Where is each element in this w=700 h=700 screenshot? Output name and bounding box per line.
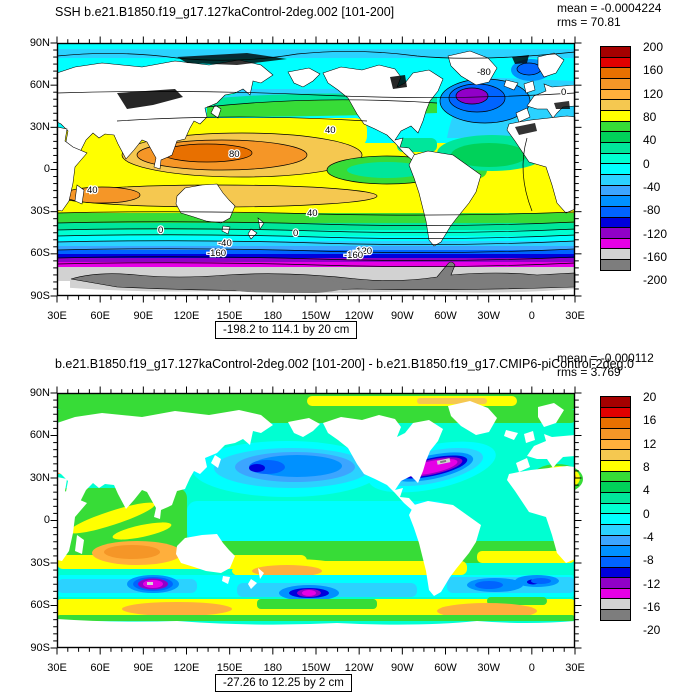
contour-line-label: 0 <box>158 225 163 236</box>
stipple-hatch-areas <box>117 53 570 135</box>
lon-tick-label: 30E <box>47 310 67 322</box>
lon-tick-label: 120W <box>344 310 374 322</box>
lon-tick-label: 90W <box>391 310 414 322</box>
contour-line-label: 0 <box>561 87 566 98</box>
lat-tick-label: 90N <box>29 386 50 399</box>
lon-tick-label: 180 <box>263 662 283 674</box>
colorbar-box <box>600 609 631 621</box>
panel1-title: SSH b.e21.B1850.f19_g17.127kaControl-2de… <box>55 5 395 19</box>
colorbar-tick-label: 8 <box>643 460 650 474</box>
lon-tick-label: 180 <box>263 310 283 322</box>
lon-tick-label: 0 <box>528 662 535 674</box>
lon-tick-label: 90E <box>133 310 154 322</box>
colorbar-tick-label: -16 <box>643 600 661 614</box>
colorbar-tick-label: 40 <box>643 133 657 148</box>
panel2-title: b.e21.B1850.f19_g17.127kaControl-2deg.00… <box>55 357 634 371</box>
panel1-stats: mean = -0.0004224 rms = 70.81 <box>557 1 661 29</box>
lon-tick-label: 30W <box>477 662 500 674</box>
contour-line-label: -120 <box>353 246 372 257</box>
colorbar-tick-label: -12 <box>643 576 661 591</box>
colorbar-tick-label: 20 <box>643 390 657 404</box>
antarctica-layer <box>57 261 576 296</box>
lon-tick-label: 90E <box>133 662 154 674</box>
ssh-difference-map <box>50 386 583 655</box>
colorbar-tick-label: -40 <box>643 180 661 194</box>
contour-line-label: 0 <box>293 228 298 239</box>
lat-tick-label: 30S <box>30 205 50 218</box>
contour-line-label: -80 <box>477 67 491 78</box>
lon-tick-label: 30E <box>565 662 585 674</box>
lat-tick-label: 60S <box>30 247 50 260</box>
lat-tick-label: 60S <box>30 599 50 611</box>
lat-tick-label: 30N <box>29 471 50 484</box>
lon-tick-label: 150W <box>301 310 331 322</box>
contour-line-label: 80 <box>229 149 240 160</box>
tickmarks-panel2 <box>50 386 582 655</box>
lon-tick-label: 60W <box>434 662 457 674</box>
colorbar-tick-label: 0 <box>643 506 650 521</box>
panel1-rms: rms = 70.81 <box>557 15 621 29</box>
lon-tick-label: 150W <box>301 662 331 674</box>
lat-tick-label: 30N <box>29 120 50 133</box>
colorbar-tick-label: 0 <box>643 156 650 171</box>
colorbar-tick-label: 120 <box>643 86 664 101</box>
lon-tick-label: 120E <box>173 310 200 322</box>
lon-tick-label: 60E <box>90 310 110 322</box>
lon-tick-label: 120W <box>344 662 374 674</box>
panel2-mean: mean = -0.000112 <box>557 351 654 365</box>
lat-tick-label: 0 <box>43 514 50 526</box>
panel2-rms: rms = 3.769 <box>557 365 621 379</box>
colorbar-tick-label: 80 <box>643 110 657 124</box>
colorbar-tick-label: -160 <box>643 250 668 264</box>
contour-line-label: 40 <box>87 185 98 196</box>
colorbar-tick-label: 4 <box>643 483 650 498</box>
lon-tick-label: 30E <box>565 310 585 322</box>
lat-tick-label: 0 <box>43 163 50 175</box>
colorbar-tick-label: 12 <box>643 436 657 451</box>
contour-line-label: -160 <box>207 248 226 259</box>
lon-tick-label: 30E <box>47 662 67 674</box>
map-frame <box>56 392 576 649</box>
lon-tick-label: 0 <box>528 310 535 322</box>
lat-tick-label: 90S <box>30 289 50 302</box>
antarctica-white <box>57 619 575 648</box>
panel2-colorbar <box>600 396 631 621</box>
tickmarks-panel1 <box>50 36 582 303</box>
colorbar-tick-label: 200 <box>643 40 664 54</box>
lon-tick-label: 30W <box>477 310 500 322</box>
lat-tick-label: 90N <box>29 36 50 49</box>
lat-tick-label: 90S <box>30 641 50 654</box>
colorbar-tick-label: -20 <box>643 623 661 638</box>
lat-tick-label: 60N <box>29 429 50 441</box>
colorbar-tick-label: -120 <box>643 226 668 241</box>
panel2-stats: mean = -0.000112 rms = 3.769 <box>557 351 654 379</box>
lon-tick-label: 90W <box>391 662 414 674</box>
contour-lines <box>56 51 576 267</box>
panel1-colorbar <box>600 46 631 271</box>
lon-tick-label: 60E <box>90 662 110 674</box>
colorbar-tick-label: -80 <box>643 203 661 218</box>
lon-tick-label: 150E <box>216 662 243 674</box>
colorbar-tick-label: -200 <box>643 273 668 288</box>
colorbar-tick-label: -4 <box>643 530 654 544</box>
panel2-range-label: -27.26 to 12.25 by 2 cm <box>215 674 352 692</box>
contour-line-label: 40 <box>325 125 336 136</box>
colorbar-tick-label: -8 <box>643 553 654 568</box>
colorbar-box <box>600 259 631 271</box>
contour-line-label: -160 <box>344 250 363 261</box>
lon-tick-label: 150E <box>216 310 243 322</box>
colorbar-tick-label: 160 <box>643 63 664 78</box>
contour-line-label: -40 <box>218 238 232 249</box>
lat-tick-label: 30S <box>30 556 50 569</box>
panel1-range-label: -198.2 to 114.1 by 20 cm <box>215 321 358 339</box>
map-frame <box>56 42 576 297</box>
lat-tick-label: 60N <box>29 78 50 91</box>
colorbar-tick-label: 16 <box>643 413 657 428</box>
lon-tick-label: 60W <box>434 310 457 322</box>
lon-tick-label: 120E <box>173 662 200 674</box>
contour-line-label: 40 <box>307 208 318 219</box>
panel1-mean: mean = -0.0004224 <box>557 1 662 15</box>
